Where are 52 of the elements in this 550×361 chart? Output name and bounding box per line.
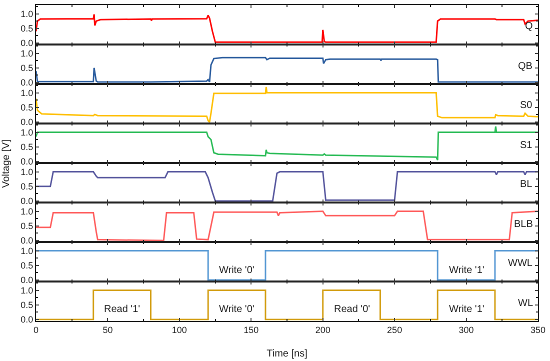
y-tick-label: 1.0 — [20, 246, 34, 256]
annotation: Write '1' — [449, 265, 484, 276]
line-series — [36, 56, 538, 83]
x-tick-label: 0 — [33, 324, 39, 335]
y-tick-label: 1.0 — [20, 127, 34, 138]
series-label: QB — [518, 61, 533, 72]
y-tick-label: 0.0 — [20, 156, 34, 167]
y-tick-label: 0.0 — [20, 78, 34, 88]
x-tick-label: 50 — [102, 324, 113, 335]
line-series — [36, 210, 538, 242]
y-tick-label: 0.0 — [20, 196, 34, 206]
series-label: BL — [520, 179, 533, 190]
series-label: WWL — [508, 258, 533, 269]
x-tick-label: 150 — [244, 324, 259, 335]
y-tick-label: 0.0 — [20, 236, 34, 246]
annotation: Read '0' — [334, 304, 370, 315]
y-axis-title: Voltage [V] — [0, 139, 12, 188]
y-tick-label: 0.5 — [20, 300, 34, 310]
y-tick-label: 0.0 — [20, 117, 34, 128]
y-tick-label: 0.5 — [20, 260, 34, 271]
y-tick-label: 0.0 — [20, 314, 34, 325]
y-tick-label: 0.5 — [20, 182, 34, 192]
y-tick-label: 0.5 — [20, 63, 34, 74]
x-tick-label: 200 — [315, 324, 330, 335]
annotation: Read '1' — [104, 304, 140, 315]
y-tick-label: 0.5 — [20, 24, 34, 34]
x-axis-title: Time [ns] — [266, 348, 308, 360]
series-label: WL — [518, 298, 534, 309]
x-tick-label: 100 — [172, 324, 187, 335]
annotation: Write '0' — [219, 265, 254, 276]
y-tick-label: 1.0 — [20, 8, 34, 19]
y-tick-label: 1.0 — [20, 206, 34, 216]
x-tick-label: 300 — [458, 324, 474, 335]
line-series — [36, 171, 538, 202]
x-tick-label: 350 — [530, 324, 546, 335]
y-tick-label: 1.0 — [20, 88, 34, 98]
annotation: Write '0' — [219, 304, 254, 315]
y-tick-label: 1.0 — [20, 48, 34, 58]
series-label: S0 — [520, 100, 533, 111]
y-tick-label: 0.0 — [20, 38, 34, 48]
line-series — [36, 14, 538, 43]
y-tick-label: 0.0 — [20, 275, 34, 286]
y-tick-label: 0.5 — [20, 221, 34, 232]
y-tick-label: 0.5 — [20, 142, 34, 152]
series-label: Q — [525, 21, 533, 32]
y-tick-label: 1.0 — [20, 285, 34, 296]
y-tick-label: 1.0 — [20, 166, 34, 177]
series-label: BLB — [514, 219, 534, 230]
annotation: Write '1' — [449, 304, 484, 315]
series-label: S1 — [520, 140, 533, 151]
x-tick-label: 250 — [387, 324, 402, 335]
y-tick-label: 0.5 — [20, 102, 34, 113]
